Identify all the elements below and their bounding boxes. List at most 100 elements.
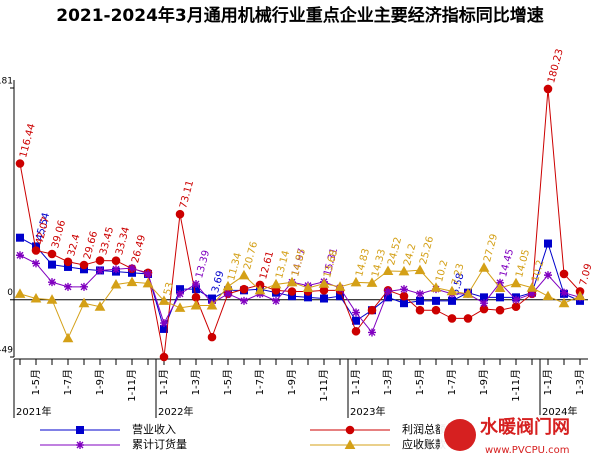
marker <box>430 282 442 292</box>
marker <box>159 352 169 362</box>
marker <box>254 284 266 295</box>
marker <box>560 288 568 297</box>
marker <box>95 256 105 265</box>
marker <box>574 290 586 301</box>
value-label: 14.85 <box>290 247 308 278</box>
value-label: 14.83 <box>354 247 372 278</box>
marker <box>191 293 201 302</box>
value-label: 33.45 <box>98 226 116 257</box>
marker <box>240 296 248 305</box>
marker <box>526 282 538 292</box>
marker <box>544 239 552 248</box>
marker <box>80 282 88 291</box>
marker <box>239 284 249 294</box>
value-label: 10.2 <box>434 259 450 283</box>
value-label: 42.07 <box>34 216 52 247</box>
marker <box>63 257 73 267</box>
marker <box>207 332 217 342</box>
value-label: 7.09 <box>578 263 594 287</box>
marker <box>16 251 24 260</box>
marker <box>478 262 490 272</box>
x-tick-label: 1-9月 <box>94 369 106 395</box>
x-tick-label: 1-7月 <box>446 369 458 395</box>
y-tick-label: 0 <box>7 288 13 298</box>
series <box>15 84 585 362</box>
marker <box>542 290 554 301</box>
marker <box>64 282 72 291</box>
watermark-url: www.PVCPU.com <box>485 445 570 456</box>
marker <box>544 271 552 280</box>
marker <box>351 326 361 336</box>
watermark-name: 水暖阀门网 <box>480 416 570 438</box>
chart-title: 2021-2024年3月通用机械行业重点企业主要经济指标同比增速 <box>56 5 544 26</box>
x-tick-label: 1-3月 <box>382 369 394 395</box>
x-tick-label: 1-1月 <box>350 369 362 395</box>
marker <box>512 295 520 304</box>
marker <box>110 278 122 289</box>
value-label: 24.2 <box>402 243 418 267</box>
x-tick-label: 1-9月 <box>478 369 490 395</box>
marker <box>414 264 426 275</box>
marker <box>112 265 120 274</box>
year-label: 2023年 <box>350 405 385 418</box>
value-label: 14.45 <box>498 248 516 279</box>
x-tick-label: 1-5月 <box>222 369 234 395</box>
value-label: 32.4 <box>66 233 82 257</box>
value-label: 13.39 <box>194 249 212 280</box>
marker <box>302 282 314 292</box>
marker <box>352 308 360 317</box>
year-label: 2024年 <box>542 405 577 418</box>
marker <box>446 285 458 296</box>
legend-label: 累计订货量 <box>132 437 187 451</box>
value-label: 53 <box>162 281 176 296</box>
marker <box>447 314 457 323</box>
marker <box>160 319 168 328</box>
year-label: 2022年 <box>158 405 193 418</box>
marker <box>31 246 41 255</box>
x-tick-label: 1-1月 <box>542 369 554 395</box>
y-tick-label: 181 <box>0 77 13 87</box>
value-label: 13.68 <box>322 249 340 280</box>
marker <box>399 291 409 301</box>
marker <box>287 287 297 296</box>
x-tick-label: 1-11月 <box>510 369 522 402</box>
marker <box>15 159 25 168</box>
marker <box>126 276 138 287</box>
marker <box>190 300 202 310</box>
series-line <box>19 88 581 358</box>
marker <box>528 289 536 298</box>
marker <box>400 299 408 308</box>
x-tick-label: 1-3月 <box>190 369 202 395</box>
value-label: 27.29 <box>482 233 500 264</box>
watermark-logo <box>444 419 476 451</box>
marker <box>79 260 89 270</box>
marker <box>238 269 250 280</box>
value-label: 29.66 <box>82 230 100 261</box>
marker <box>559 269 569 279</box>
marker <box>382 265 394 276</box>
marker <box>320 294 328 303</box>
marker <box>16 233 24 242</box>
marker <box>32 259 40 268</box>
marker <box>334 281 346 291</box>
marker <box>270 278 282 289</box>
marker <box>206 300 218 310</box>
legend-label: 应收账款 <box>402 437 446 451</box>
marker <box>480 299 488 308</box>
marker <box>384 287 392 296</box>
marker <box>78 297 90 308</box>
legend-label: 利润总额 <box>402 422 446 436</box>
marker <box>432 296 440 305</box>
marker <box>558 297 570 308</box>
year-label: 2021年 <box>16 405 51 418</box>
value-label: 14.05 <box>514 248 532 279</box>
marker <box>345 425 355 435</box>
marker <box>76 426 84 434</box>
marker <box>94 301 106 311</box>
y-tick-label: -49 <box>0 346 13 356</box>
x-tick-label: 1-5月 <box>30 369 42 395</box>
marker <box>398 265 410 276</box>
marker <box>128 264 136 273</box>
marker <box>344 439 356 449</box>
